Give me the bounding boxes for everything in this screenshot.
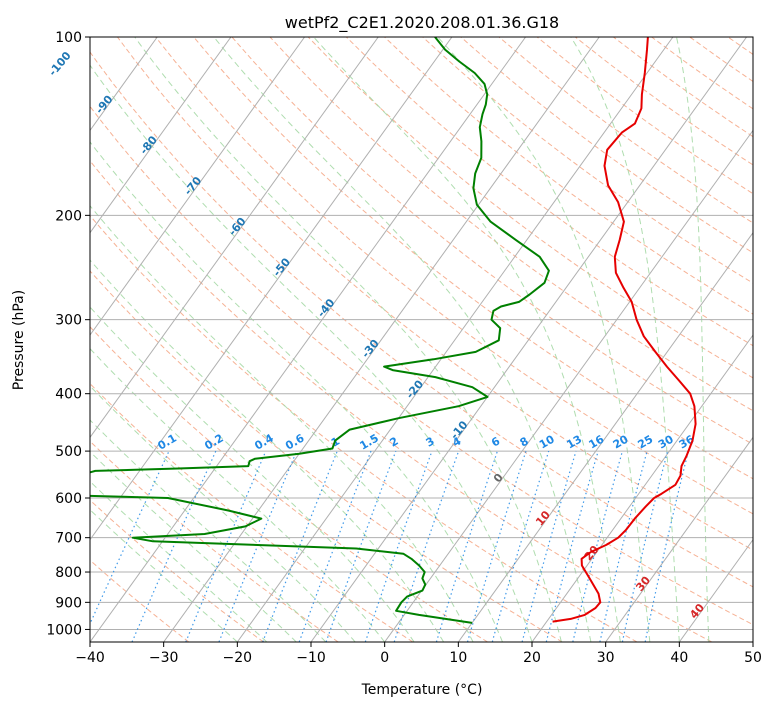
moist-adiabat-line	[90, 204, 474, 642]
plot-frame	[89, 36, 754, 643]
y-tick-label: 600	[55, 491, 82, 507]
dry-adiabat-line	[90, 160, 712, 642]
chart-title: wetPf2_C2E1.2020.208.01.36.G18	[285, 13, 559, 33]
x-axis: −40 −30 −20 −10 0 10 20 30 40 50	[75, 642, 762, 666]
isotherm-line	[90, 37, 232, 234]
moist-adiabat-line	[313, 37, 621, 642]
moist-adiabat-line	[676, 37, 710, 642]
background-lines	[90, 37, 753, 642]
isotherm-line	[605, 436, 753, 642]
moist-adiabat-line	[134, 37, 562, 642]
y-tick-label: 700	[55, 531, 82, 547]
mixing-ratio-line	[262, 450, 338, 642]
moist-adiabat-line	[90, 259, 445, 642]
x-tick-label: −10	[296, 650, 326, 666]
mixing-ratio-line	[466, 450, 527, 642]
dry-adiabat-line	[90, 270, 563, 642]
mixing-ratio-line	[393, 450, 460, 642]
dry-adiabat-line	[345, 37, 753, 347]
isotherm-line	[457, 231, 753, 642]
moist-adiabat-line	[90, 385, 356, 642]
x-tick-label: 10	[449, 650, 467, 666]
dry-adiabat-line	[90, 105, 753, 626]
dry-adiabat-line	[90, 382, 414, 642]
temperature-profile-line	[552, 37, 697, 623]
dry-adiabat-line	[90, 440, 339, 642]
y-tick-label: 400	[55, 387, 82, 403]
dry-adiabat-line	[90, 214, 638, 642]
dry-adiabat-line	[231, 37, 753, 445]
mixing-ratio-line	[298, 450, 372, 642]
mixing-ratio-line	[90, 450, 170, 626]
moist-adiabat-line	[90, 450, 297, 642]
isotherm-line	[384, 129, 753, 642]
y-axis: 100 200 300 400 500 600 700 800 900 1000	[46, 30, 90, 638]
y-tick-label: 500	[55, 444, 82, 460]
x-tick-label: −20	[223, 650, 253, 666]
mixing-ratio-line	[435, 450, 498, 642]
x-tick-label: 20	[523, 650, 541, 666]
profiles	[90, 37, 697, 624]
x-tick-label: 0	[380, 650, 389, 666]
isotherm-line	[678, 538, 753, 642]
x-tick-label: 50	[744, 650, 762, 666]
dry-adiabat-line	[90, 51, 753, 588]
y-tick-label: 200	[55, 208, 82, 224]
isotherm-line	[236, 37, 674, 642]
isotherm-line	[90, 37, 453, 541]
y-tick-label: 100	[55, 30, 82, 46]
y-axis-title: Pressure (hPa)	[11, 290, 27, 390]
dry-adiabat-line	[384, 37, 753, 315]
moist-adiabat-line	[437, 37, 651, 642]
isotherm-line	[531, 334, 753, 642]
moist-adiabat-line	[570, 37, 680, 642]
moist-adiabat-line	[90, 64, 533, 642]
mixing-ratio-line	[521, 450, 577, 642]
y-tick-label: 900	[55, 595, 82, 611]
isotherm-line	[90, 37, 379, 439]
dewpoint-profile-line	[90, 37, 550, 624]
y-tick-label: 300	[55, 313, 82, 329]
isotherm-line	[90, 37, 306, 336]
dry-adiabat-line	[90, 559, 190, 642]
x-tick-label: 40	[670, 650, 688, 666]
dry-adiabat-line	[193, 37, 753, 480]
moist-adiabat-line	[90, 509, 238, 642]
y-tick-label: 1000	[46, 622, 82, 638]
moist-adiabat-line	[90, 480, 268, 642]
y-tick-label: 800	[55, 565, 82, 581]
dry-adiabat-line	[422, 37, 753, 284]
isotherm-line	[310, 37, 748, 642]
mixing-ratio-line	[491, 450, 550, 642]
moist-adiabat-line	[213, 37, 592, 642]
x-tick-label: 30	[597, 650, 615, 666]
isotherm-line	[163, 37, 600, 642]
x-axis-title: Temperature (°C)	[361, 682, 483, 698]
x-tick-label: −40	[75, 650, 105, 666]
x-tick-label: −30	[149, 650, 179, 666]
moist-adiabat-line	[90, 306, 415, 642]
moist-adiabat-line	[90, 348, 386, 642]
